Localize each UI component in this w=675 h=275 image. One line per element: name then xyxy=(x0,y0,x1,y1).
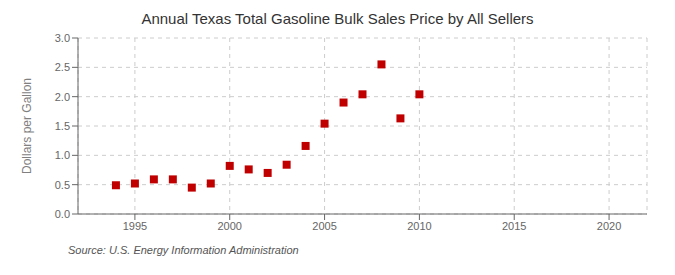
svg-text:0.0: 0.0 xyxy=(55,208,70,220)
svg-text:2010: 2010 xyxy=(407,220,431,232)
svg-text:2000: 2000 xyxy=(217,220,241,232)
svg-text:2.0: 2.0 xyxy=(55,91,70,103)
svg-text:1995: 1995 xyxy=(123,220,147,232)
html-text:Annual Texas Total Gasoline Bu: Annual Texas Total Gasoline Bulk Sales P… xyxy=(141,10,534,27)
html-text:Source: U.S. Energy Informatio: Source: U.S. Energy Information Administ… xyxy=(68,244,299,256)
svg-text:2015: 2015 xyxy=(502,220,526,232)
svg-text:2.5: 2.5 xyxy=(55,61,70,73)
svg-text:2020: 2020 xyxy=(597,220,621,232)
svg-text:3.0: 3.0 xyxy=(55,32,70,44)
svg-text:2005: 2005 xyxy=(312,220,336,232)
svg-text:1.0: 1.0 xyxy=(55,149,70,161)
svg-text:Dollars per Gallon: Dollars per Gallon xyxy=(20,78,34,174)
svg-text:0.5: 0.5 xyxy=(55,179,70,191)
svg-text:1.5: 1.5 xyxy=(55,120,70,132)
